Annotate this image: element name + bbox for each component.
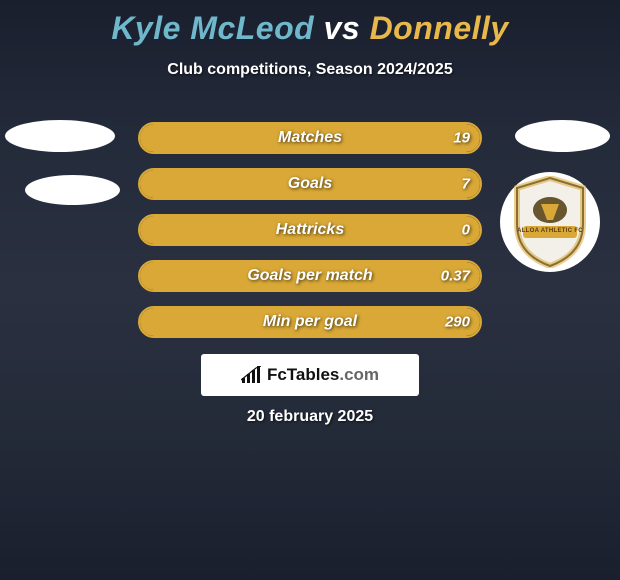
player2-club-crest: ALLOA ATHLETIC FC [500, 172, 600, 272]
player1-name: Kyle McLeod [111, 10, 314, 46]
bar-chart-icon [241, 366, 261, 384]
stat-bar-row: 0.37Goals per match [138, 260, 482, 292]
player1-badge-ellipse-2 [25, 175, 120, 205]
shield-icon [511, 176, 589, 268]
vs-text: vs [324, 10, 361, 46]
subtitle: Club competitions, Season 2024/2025 [0, 61, 620, 79]
stat-bar-row: 290Min per goal [138, 306, 482, 338]
player2-badge-ellipse [515, 120, 610, 152]
stat-bar-label: Goals per match [140, 267, 480, 285]
title: Kyle McLeod vs Donnelly [0, 0, 620, 47]
stat-bar-label: Hattricks [140, 221, 480, 239]
date-text: 20 february 2025 [0, 408, 620, 426]
stat-bar-row: 19Matches [138, 122, 482, 154]
stat-bar-row: 7Goals [138, 168, 482, 200]
stat-bar-row: 0Hattricks [138, 214, 482, 246]
comparison-card: Kyle McLeod vs Donnelly Club competition… [0, 0, 620, 580]
crest-graphic: ALLOA ATHLETIC FC [511, 176, 589, 268]
stat-bars: 19Matches 7Goals 0Hattricks 0.37Goals per m… [138, 122, 482, 352]
stat-bar-label: Min per goal [140, 313, 480, 331]
site-domain: .com [339, 365, 379, 384]
stat-bar-label: Matches [140, 129, 480, 147]
crest-text: ALLOA ATHLETIC FC [511, 228, 589, 234]
branding-box: FcTables.com [201, 354, 419, 396]
stat-bar-label: Goals [140, 175, 480, 193]
player2-name: Donnelly [370, 10, 509, 46]
player1-badge-ellipse-1 [5, 120, 115, 152]
site-name: FcTables [267, 365, 339, 384]
branding-text: FcTables.com [267, 365, 379, 385]
